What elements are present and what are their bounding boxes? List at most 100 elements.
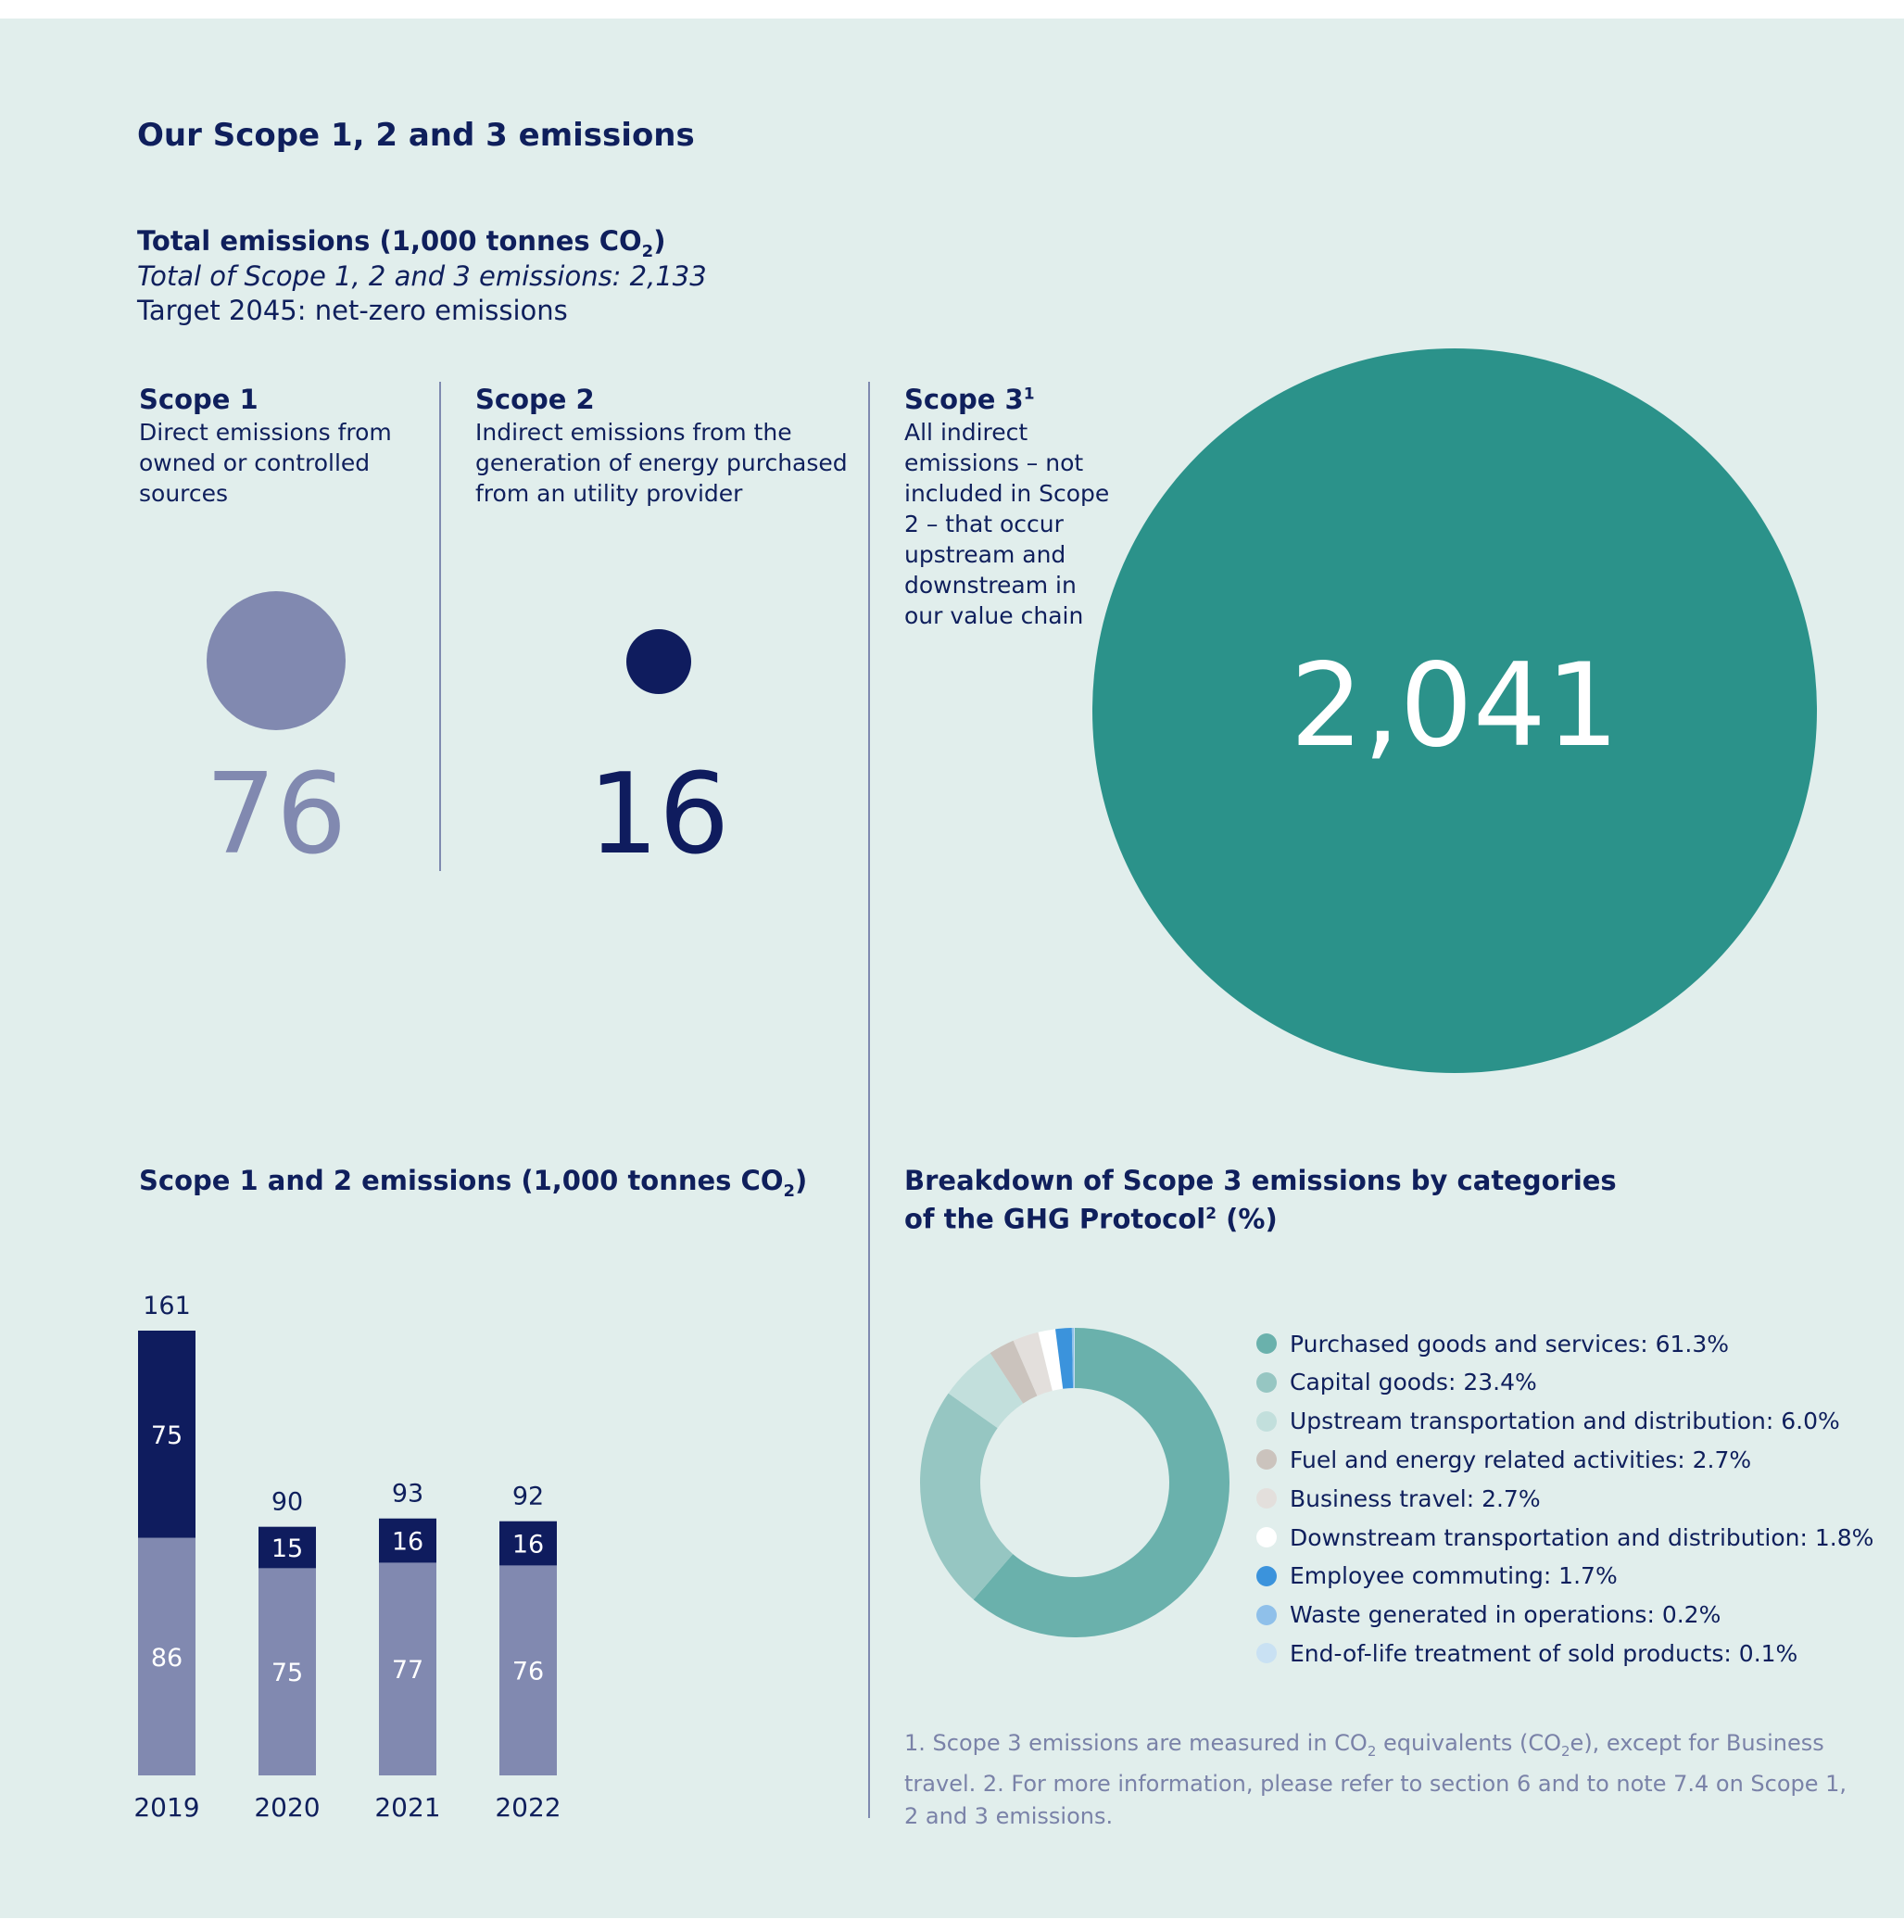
scope1-title: Scope 1	[139, 384, 258, 415]
scope2-desc-line: from an utility provider	[475, 480, 743, 507]
scope2-value: 16	[587, 751, 730, 879]
scope1-desc-line: owned or controlled	[139, 449, 371, 476]
bar-title-close: )	[795, 1165, 808, 1196]
bar-segment-scope1	[499, 1565, 557, 1775]
footnote-text: e), except for Business	[1570, 1730, 1824, 1756]
scope1-desc-line: sources	[139, 480, 229, 507]
donut-slice	[1055, 1328, 1074, 1389]
legend-label: Capital goods: 23.4%	[1290, 1369, 1537, 1396]
legend-label: Downstream transportation and distributi…	[1290, 1523, 1874, 1551]
footnote-text: equivalents (CO	[1376, 1730, 1561, 1756]
bar-total-label: 92	[512, 1483, 544, 1511]
bar-segment-scope2	[258, 1526, 316, 1569]
total-emissions-heading: Total emissions (1,000 tonnes CO2)	[137, 224, 665, 269]
scope3-title-text: Scope 3	[904, 384, 1024, 415]
bar-total-label: 93	[392, 1480, 423, 1509]
bar-value-label: 16	[392, 1528, 423, 1557]
bar-value-label: 15	[271, 1534, 303, 1563]
bar-segment-scope1	[379, 1562, 436, 1775]
legend-label: Fuel and energy related activities: 2.7%	[1290, 1446, 1752, 1473]
divider-scope1-scope2	[439, 382, 441, 871]
bar-chart-title: Scope 1 and 2 emissions (1,000 tonnes CO…	[139, 1164, 807, 1208]
pie-title-line2: of the GHG Protocol2 (%)	[904, 1197, 1617, 1236]
scope3-bubble	[1092, 348, 1817, 1073]
legend-swatch	[1256, 1488, 1277, 1509]
legend-item: Business travel: 2.7%	[1256, 1482, 1541, 1515]
donut-slice	[1071, 1328, 1075, 1389]
legend-swatch	[1256, 1371, 1277, 1393]
scope3-desc-line: emissions – not	[904, 449, 1084, 476]
bar-title-text: Scope 1 and 2 emissions (1,000 tonnes CO	[139, 1165, 784, 1196]
legend-item: Purchased goods and services: 61.3%	[1256, 1327, 1729, 1360]
legend-swatch	[1256, 1410, 1277, 1432]
scope3-desc-line: All indirect	[904, 419, 1028, 446]
bar-value-label: 86	[151, 1644, 183, 1673]
scope2-title: Scope 2	[475, 384, 595, 415]
divider-main	[868, 382, 870, 1818]
scope3-title: Scope 31	[904, 384, 1035, 415]
pie-title-unit: (%)	[1217, 1203, 1278, 1235]
x-tick-label: 2020	[254, 1792, 320, 1823]
bar-value-label: 75	[271, 1659, 303, 1687]
donut-slice	[1073, 1328, 1075, 1389]
scope1-value: 76	[205, 751, 347, 879]
footnote-subscript: 2	[1367, 1742, 1377, 1760]
legend-swatch	[1256, 1604, 1277, 1625]
bar-segment-scope2	[379, 1518, 436, 1563]
legend-item: Fuel and energy related activities: 2.7%	[1256, 1443, 1751, 1476]
scope3-desc-line: included in Scope	[904, 480, 1110, 507]
legend-swatch	[1256, 1643, 1277, 1664]
legend-item: Waste generated in operations: 0.2%	[1256, 1598, 1721, 1632]
pie-chart-title: Breakdown of Scope 3 emissions by catego…	[904, 1164, 1617, 1236]
scope3-desc-line: 2 – that occur	[904, 511, 1064, 537]
total-heading-subscript: 2	[641, 241, 654, 261]
donut-slice	[1038, 1329, 1064, 1391]
legend-swatch	[1256, 1565, 1277, 1586]
pie-title-text: of the GHG Protocol	[904, 1203, 1206, 1235]
donut-slice	[948, 1353, 1024, 1429]
scope1-desc-line: Direct emissions from	[139, 419, 392, 446]
pie-title-footnote-marker: 2	[1205, 1205, 1217, 1223]
legend-item: End-of-life treatment of sold products: …	[1256, 1636, 1797, 1670]
legend-label: Purchased goods and services: 61.3%	[1290, 1330, 1729, 1357]
legend-swatch	[1256, 1449, 1277, 1471]
bar-segment-scope1	[258, 1568, 316, 1775]
legend-item: Capital goods: 23.4%	[1256, 1366, 1537, 1399]
x-tick-label: 2021	[374, 1792, 440, 1823]
bar-value-label: 76	[512, 1658, 544, 1686]
footnote-line1: 1. Scope 3 emissions are measured in CO2…	[904, 1727, 1847, 1768]
target-line: Target 2045: net-zero emissions	[137, 295, 568, 326]
total-heading-close: )	[653, 225, 666, 257]
footnote-subscript: 2	[1561, 1742, 1570, 1760]
donut-slice	[990, 1340, 1038, 1404]
legend-label: End-of-life treatment of sold products: …	[1290, 1639, 1798, 1667]
bar-value-label: 75	[151, 1421, 183, 1450]
scope2-bubble	[626, 629, 691, 694]
stacked-bar-chart: 86 75 161 2019 75 15 90 2020 77 16 93 2021 76 16 92 202…	[133, 1292, 561, 1823]
x-tick-label: 2022	[495, 1792, 561, 1823]
pie-title-line1: Breakdown of Scope 3 emissions by catego…	[904, 1165, 1617, 1196]
bar-value-label: 16	[512, 1531, 544, 1559]
legend-label: Employee commuting: 1.7%	[1290, 1562, 1618, 1590]
scope3-desc-line: upstream and	[904, 541, 1066, 568]
donut-slice	[973, 1328, 1229, 1637]
scope1-bubble	[207, 591, 346, 730]
legend-label: Upstream transportation and distribution…	[1290, 1408, 1840, 1435]
footnote-line3: 2 and 3 emissions.	[904, 1802, 1114, 1829]
scope1-description: Direct emissions from owned or controlle…	[139, 417, 392, 509]
legend-item: Employee commuting: 1.7%	[1256, 1559, 1618, 1593]
bar-total-label: 161	[143, 1292, 191, 1320]
legend-swatch	[1256, 1527, 1277, 1547]
donut-slice	[1013, 1332, 1053, 1396]
total-emissions-line: Total of Scope 1, 2 and 3 emissions: 2,1…	[137, 260, 707, 292]
bar-segment-scope2	[499, 1521, 557, 1566]
bar-segment-scope1	[138, 1537, 195, 1775]
scope2-desc-line: generation of energy purchased	[475, 449, 848, 476]
total-heading-text: Total emissions (1,000 tonnes CO	[137, 225, 642, 257]
scope3-description: All indirect emissions – not included in…	[904, 417, 1109, 631]
scope3-desc-line: downstream in	[904, 572, 1077, 599]
footnote: 1. Scope 3 emissions are measured in CO2…	[904, 1727, 1847, 1833]
legend-label: Business travel: 2.7%	[1290, 1484, 1541, 1512]
scope2-description: Indirect emissions from the generation o…	[475, 417, 848, 509]
scope3-value: 2,041	[1290, 639, 1620, 773]
